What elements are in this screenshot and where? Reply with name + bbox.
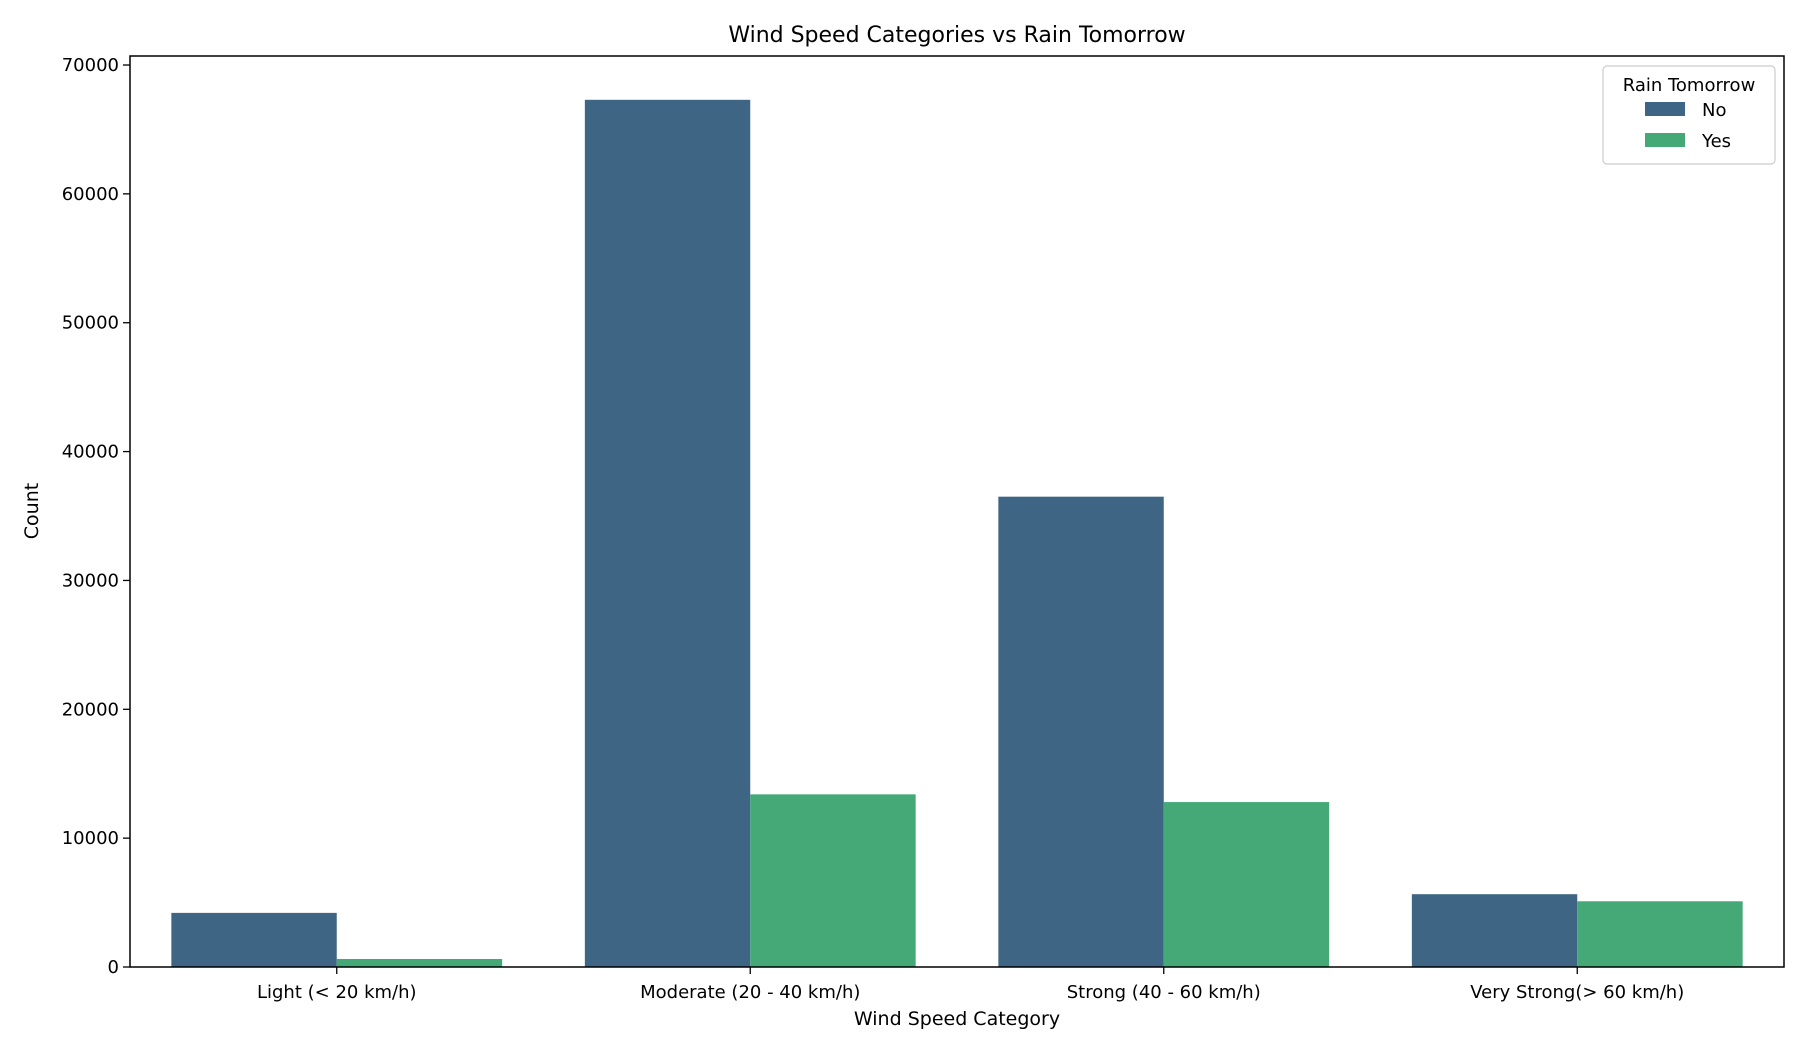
y-tick-label: 20000 <box>62 699 119 720</box>
x-tick-label: Strong (40 - 60 km/h) <box>1067 982 1261 1003</box>
bar-yes-very-strong-60-km-h <box>1577 901 1743 967</box>
y-tick-label: 30000 <box>62 570 119 591</box>
bars-layer <box>171 99 1743 967</box>
bar-yes-strong-40-60-km-h <box>1163 802 1330 967</box>
legend-items: No Yes <box>1645 100 1731 152</box>
legend-swatch-no <box>1645 102 1685 116</box>
y-tick-label: 10000 <box>62 828 119 849</box>
legend-item-yes[interactable]: Yes <box>1645 131 1731 152</box>
y-tick-label: 60000 <box>62 184 119 205</box>
legend-label-yes: Yes <box>1701 131 1731 152</box>
x-tick-label: Moderate (20 - 40 km/h) <box>640 982 860 1003</box>
bar-no-very-strong-60-km-h <box>1411 894 1578 967</box>
bar-yes-light-20-km-h <box>336 959 503 967</box>
bar-no-light-20-km-h <box>171 912 337 967</box>
chart-title: Wind Speed Categories vs Rain Tomorrow <box>728 23 1185 48</box>
x-axis: Light (< 20 km/h) Moderate (20 - 40 km/h)… <box>257 967 1684 1003</box>
y-tick-label: 70000 <box>62 55 119 76</box>
legend-swatch-yes <box>1645 133 1685 147</box>
legend-item-no[interactable]: No <box>1645 100 1726 121</box>
y-axis-title: Count <box>21 483 43 539</box>
x-tick-label: Light (< 20 km/h) <box>257 982 417 1003</box>
bar-no-strong-40-60-km-h <box>998 496 1164 967</box>
bar-yes-moderate-20-40-km-h <box>750 794 916 967</box>
y-tick-label: 50000 <box>62 313 119 334</box>
y-tick-label: 40000 <box>62 442 119 463</box>
y-tick-label: 0 <box>108 957 119 978</box>
legend-title: Rain Tomorrow <box>1623 75 1756 96</box>
x-tick-label: Very Strong(> 60 km/h) <box>1470 982 1684 1003</box>
plot-area-frame <box>129 55 1785 968</box>
legend[interactable]: Rain Tomorrow No Yes <box>1602 65 1776 165</box>
y-axis: 0 10000 20000 30000 40000 50000 60000 70000 <box>62 55 130 978</box>
legend-label-no: No <box>1702 100 1726 121</box>
bar-no-moderate-20-40-km-h <box>584 99 751 967</box>
x-axis-title: Wind Speed Category <box>854 1008 1060 1030</box>
